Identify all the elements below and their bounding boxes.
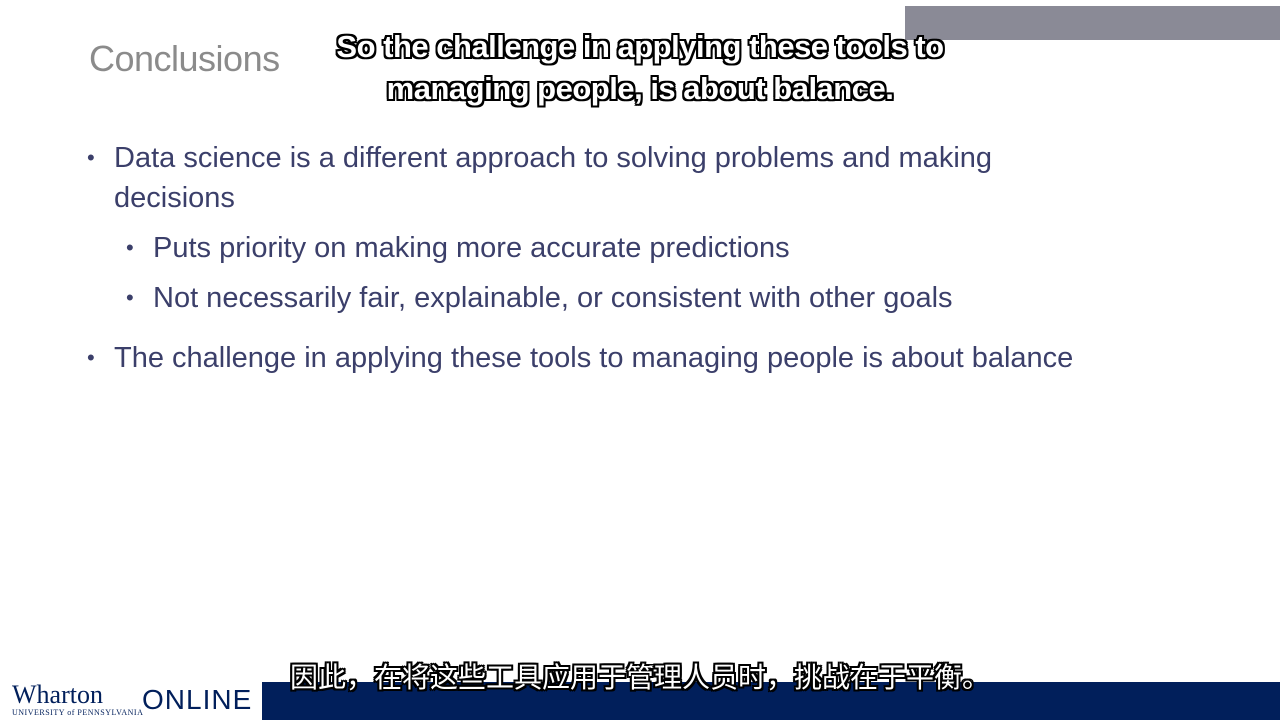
bullet-dot-icon: • [126, 285, 134, 310]
bullet-text: Puts priority on making more accurate pr… [153, 232, 790, 264]
corner-decoration-bar [905, 6, 1280, 40]
chinese-subtitle: 因此，在将这些工具应用于管理人员时，挑战在于平衡。 [289, 661, 990, 694]
bullet-text: Not necessarily fair, explainable, or co… [153, 282, 953, 314]
sub-bullet-item: • Not necessarily fair, explainable, or … [126, 278, 1053, 318]
bullet-text: The challenge in applying these tools to… [114, 342, 1074, 374]
slide-title: Conclusions [89, 38, 280, 79]
bullet-item: • The challenge in applying these tools … [87, 338, 1214, 378]
footer-bar [262, 682, 1280, 720]
english-subtitle: So the challenge in applying these tools… [336, 29, 944, 106]
logo-online-text: ONLINE [142, 684, 253, 715]
bullet-dot-icon: • [126, 235, 134, 260]
bullet-text: Data science is a different approach to … [114, 142, 993, 214]
wharton-online-logo: Wharton UNIVERSITY of PENNSYLVANIA ONLIN… [12, 680, 262, 718]
bullet-dot-icon: • [87, 345, 95, 370]
logo-university-line: UNIVERSITY of PENNSYLVANIA [12, 708, 144, 717]
bullet-item: • Data science is a different approach t… [87, 138, 1114, 218]
logo-wordmark: Wharton [12, 680, 103, 709]
bullet-dot-icon: • [87, 145, 95, 170]
sub-bullet-item: • Puts priority on making more accurate … [126, 228, 1053, 268]
